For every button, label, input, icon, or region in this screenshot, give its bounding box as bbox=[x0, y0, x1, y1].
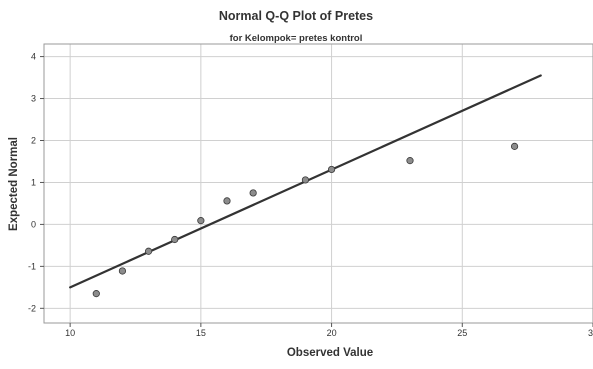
y-tick-label-2: 0 bbox=[31, 219, 36, 229]
plot-frame bbox=[43, 43, 593, 324]
y-tick-label-3: 1 bbox=[31, 177, 36, 187]
x-tick-label-1: 15 bbox=[196, 328, 206, 338]
data-point-5 bbox=[223, 197, 231, 205]
data-point-1 bbox=[118, 267, 127, 275]
y-tick-label-5: 3 bbox=[31, 94, 36, 104]
x-axis-label: Observed Value bbox=[287, 347, 373, 359]
chart-subtitle: for Kelompok= pretes kontrol bbox=[230, 33, 363, 44]
data-point-4 bbox=[197, 217, 205, 225]
x-tick-label-3: 25 bbox=[457, 328, 467, 338]
grid-lines bbox=[44, 44, 593, 323]
y-tick-label-4: 2 bbox=[31, 135, 36, 145]
data-point-6 bbox=[249, 189, 257, 197]
y-axis-label: Expected Normal bbox=[8, 137, 20, 231]
data-points bbox=[92, 142, 519, 298]
x-tick-label-0: 10 bbox=[65, 328, 75, 338]
data-point-8 bbox=[327, 165, 336, 174]
data-point-3 bbox=[171, 235, 179, 244]
x-tick-label-2: 20 bbox=[327, 328, 337, 338]
data-point-2 bbox=[144, 247, 153, 255]
data-point-9 bbox=[406, 157, 414, 165]
data-point-10 bbox=[510, 142, 519, 150]
axis-ticks: 10 15 20 25 30 -2 -1 0 1 2 3 4 bbox=[28, 52, 593, 338]
y-tick-label-1: -1 bbox=[28, 261, 36, 271]
y-tick-label-0: -2 bbox=[28, 303, 36, 313]
x-tick-label-4: 30 bbox=[588, 328, 593, 338]
y-tick-label-6: 4 bbox=[31, 52, 36, 62]
chart-title: Normal Q-Q Plot of Pretes bbox=[219, 9, 373, 23]
data-point-0 bbox=[92, 290, 100, 298]
data-point-7 bbox=[301, 176, 310, 184]
